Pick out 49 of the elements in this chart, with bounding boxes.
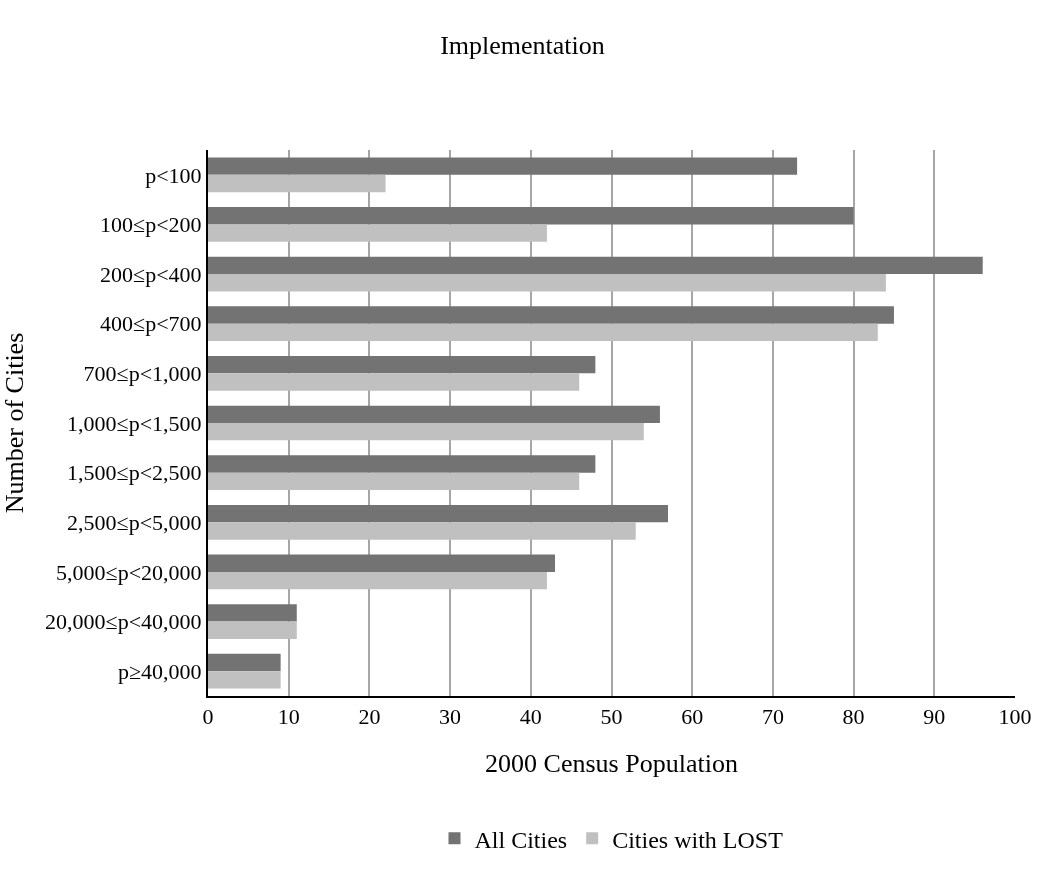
chart-title: Implementation (440, 30, 605, 60)
bar (208, 355, 596, 374)
y-tick-label: p≥40,000 (118, 658, 202, 684)
x-tick-label: 40 (519, 704, 542, 730)
bar (208, 504, 668, 523)
bar (208, 522, 636, 540)
y-axis-title: Number of Cities (0, 332, 29, 514)
x-tick-label: 100 (998, 704, 1032, 730)
y-tick-label: 400≤p<700 (100, 311, 202, 337)
x-tick-label: 20 (358, 704, 381, 730)
bar (208, 554, 556, 572)
y-tick-label: p<100 (145, 162, 202, 188)
x-tick-label: 60 (681, 704, 704, 730)
x-tick-label: 70 (761, 704, 784, 730)
x-tick-label: 90 (923, 704, 946, 730)
y-tick-label: 20,000≤p<40,000 (45, 609, 202, 635)
bar (208, 405, 660, 423)
bar (208, 604, 297, 622)
legend-label: All Cities (474, 826, 568, 853)
y-tick-label: 100≤p<200 (100, 212, 202, 238)
x-tick-label: 80 (842, 704, 865, 730)
x-axis-title: 2000 Census Population (485, 748, 738, 778)
y-tick-label: 2,500≤p<5,000 (67, 509, 202, 535)
bar (208, 653, 281, 672)
bar (208, 571, 547, 590)
y-tick-label: 200≤p<400 (100, 261, 202, 287)
x-tick-label: 0 (202, 704, 214, 730)
bar (208, 224, 547, 242)
bar (208, 174, 386, 193)
y-tick-label: 5,000≤p<20,000 (56, 559, 202, 585)
bar (208, 472, 580, 491)
legend-label: Cities with LOST (612, 826, 784, 853)
bar (208, 671, 281, 689)
bar (208, 455, 596, 473)
bar (208, 323, 878, 342)
y-tick-label: 700≤p<1,000 (83, 361, 202, 387)
bar (208, 306, 894, 324)
x-tick-label: 30 (439, 704, 462, 730)
bar (208, 373, 580, 391)
bar (208, 274, 886, 292)
bar (208, 157, 798, 175)
bar (208, 207, 854, 225)
bar (208, 256, 983, 275)
y-tick-label: 1,000≤p<1,500 (67, 410, 202, 436)
bar (208, 621, 297, 639)
x-tick-label: 10 (277, 704, 300, 730)
bar (208, 423, 644, 441)
y-tick-label: 1,500≤p<2,500 (67, 460, 202, 486)
x-tick-label: 50 (600, 704, 623, 730)
